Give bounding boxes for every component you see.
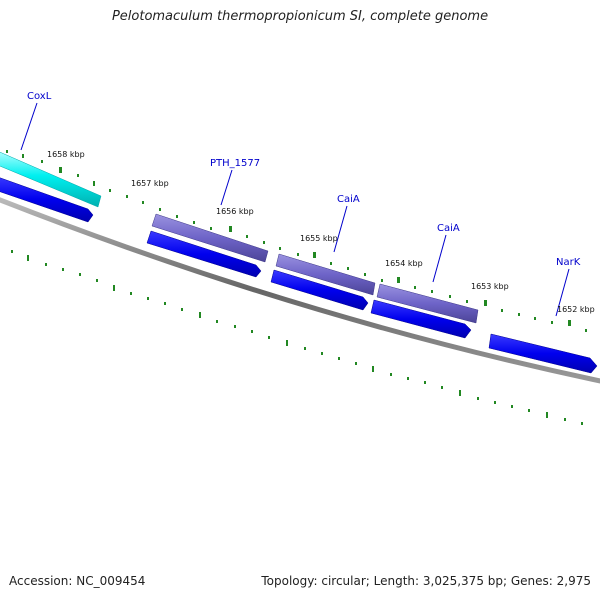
- tick-label-1654: 1654 kbp: [385, 259, 423, 268]
- tick-label-1656: 1656 kbp: [216, 207, 254, 216]
- tick-label-1655: 1655 kbp: [300, 234, 338, 243]
- gene-label-caia-2: CaiA: [437, 223, 460, 234]
- gene-slate-caia-1[interactable]: [275, 253, 376, 296]
- accession-text: Accession: NC_009454: [9, 574, 146, 588]
- gene-slate-caia-2[interactable]: [376, 283, 479, 324]
- tick-label-1657: 1657 kbp: [131, 179, 169, 188]
- gene-slate-pth-1577[interactable]: [151, 213, 269, 263]
- gene-blue-2[interactable]: [146, 230, 262, 278]
- tick-label-1652: 1652 kbp: [557, 305, 595, 314]
- genome-backbone: [0, 197, 600, 384]
- gene-label-caia-1: CaiA: [337, 194, 360, 205]
- inner-tick-ring: [11, 250, 583, 425]
- gene-cyan-coxl[interactable]: [0, 150, 102, 208]
- map-title: Pelotomaculum thermopropionicum SI, comp…: [111, 9, 489, 24]
- tick-label-1658: 1658 kbp: [47, 150, 85, 159]
- gene-label-pth-1577: PTH_1577: [210, 158, 260, 169]
- gene-blue-3[interactable]: [270, 269, 369, 311]
- tick-label-1653: 1653 kbp: [471, 282, 509, 291]
- gene-blue-1[interactable]: [0, 176, 94, 223]
- gene-label-leaders: [20, 102, 570, 317]
- gene-blue-4[interactable]: [370, 299, 472, 339]
- outer-tick-ring: [6, 150, 587, 332]
- gene-blue-narK[interactable]: [488, 333, 598, 374]
- gene-label-nark: NarK: [556, 257, 581, 268]
- gene-label-coxl: CoxL: [27, 91, 52, 102]
- genome-summary-text: Topology: circular; Length: 3,025,375 bp…: [261, 574, 591, 588]
